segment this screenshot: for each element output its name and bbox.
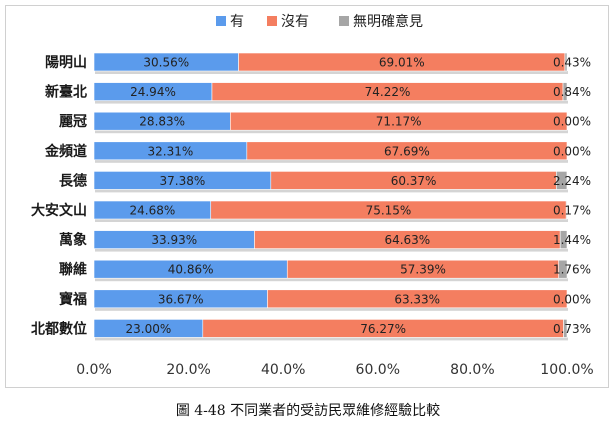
bar-segment-2	[246, 141, 568, 161]
data-label: 1.44%	[553, 233, 591, 247]
bars: 陽明山 30.56% 69.01% 0.43% 新臺北 24.94% 74.22% 0.84%…	[31, 52, 591, 341]
data-label: 0.00%	[553, 144, 591, 158]
legend-swatch-3	[339, 16, 349, 26]
stacked-bar-chart: 有 沒有 無明確意見 陽明山 30.56% 69.01% 0.43% 新臺北 24.94% 74…	[31, 13, 594, 378]
data-label: 23.00%	[126, 322, 172, 336]
bar-shadow	[95, 278, 568, 282]
bar-shadow	[95, 189, 568, 193]
x-axis: 0.0% 20.0% 40.0% 60.0% 80.0% 100.0%	[76, 362, 593, 378]
category-label: 陽明山	[45, 54, 87, 71]
x-tick-label: 20.0%	[166, 362, 210, 378]
data-label: 75.15%	[366, 204, 412, 218]
data-label: 0.17%	[553, 204, 591, 218]
category-label: 麗冠	[59, 113, 87, 130]
legend-swatch-2	[267, 16, 277, 26]
x-tick-label: 100.0%	[540, 362, 593, 378]
category-label: 北都數位	[31, 320, 87, 337]
x-tick-label: 60.0%	[356, 362, 400, 378]
data-label: 63.33%	[394, 292, 440, 306]
bar-shadow	[95, 248, 568, 252]
x-tick-label: 80.0%	[450, 362, 494, 378]
legend-label-1: 有	[230, 14, 244, 30]
bar-shadow	[95, 219, 568, 222]
bar-segment-3	[563, 319, 568, 338]
data-label: 64.63%	[384, 233, 430, 247]
data-label: 37.38%	[160, 174, 206, 188]
data-label: 60.37%	[391, 174, 437, 188]
data-label: 57.39%	[400, 263, 446, 277]
figure-caption: 圖 4-48 不同業者的受訪民眾維修經驗比較	[175, 403, 441, 419]
data-label: 24.94%	[130, 85, 176, 99]
data-label: 2.24%	[553, 174, 591, 188]
category-label: 萬象	[59, 232, 87, 249]
data-label: 36.67%	[158, 292, 204, 306]
data-label: 1.76%	[553, 263, 591, 277]
data-label: 32.31%	[148, 144, 194, 158]
category-label: 金頻道	[44, 143, 87, 160]
data-label: 74.22%	[365, 85, 411, 99]
data-label: 0.43%	[553, 56, 591, 70]
bar-segment-3	[556, 171, 568, 190]
legend-swatch-1	[216, 16, 226, 26]
data-label: 28.83%	[139, 115, 185, 129]
bar-segment-3	[565, 200, 568, 220]
data-label: 67.69%	[384, 144, 430, 158]
data-label: 0.73%	[553, 322, 591, 336]
legend-label-2: 沒有	[281, 13, 309, 30]
bar-shadow	[95, 71, 568, 74]
category-label: 大安文山	[31, 202, 87, 219]
x-tick-label: 0.0%	[76, 362, 112, 378]
data-label: 0.84%	[553, 85, 591, 99]
category-label: 聯維	[59, 261, 87, 278]
category-label: 寶福	[59, 291, 87, 308]
data-label: 30.56%	[143, 56, 189, 70]
bar-segment-2	[230, 111, 568, 131]
bar-shadow	[95, 307, 568, 311]
data-label: 76.27%	[360, 322, 406, 336]
legend: 有 沒有 無明確意見	[216, 13, 423, 30]
category-label: 長德	[59, 172, 87, 189]
bar-shadow	[95, 337, 568, 341]
bar-shadow	[95, 130, 568, 134]
data-label: 0.00%	[553, 292, 591, 306]
data-label: 24.68%	[129, 204, 175, 218]
bar-segment-3	[562, 82, 568, 101]
data-label: 33.93%	[151, 233, 197, 247]
data-label: 71.17%	[376, 115, 422, 129]
data-label: 69.01%	[379, 56, 425, 70]
data-label: 40.86%	[168, 263, 214, 277]
category-label: 新臺北	[45, 84, 87, 101]
bar-shadow	[95, 100, 568, 104]
x-tick-label: 40.0%	[261, 362, 305, 378]
bar-segment-3	[564, 52, 568, 72]
data-label: 0.00%	[553, 115, 591, 129]
bar-segment-3	[558, 259, 568, 279]
bar-segment-3	[559, 230, 568, 249]
legend-label-3: 無明確意見	[353, 13, 423, 30]
bar-shadow	[95, 159, 568, 163]
bar-segment-2	[267, 289, 568, 309]
